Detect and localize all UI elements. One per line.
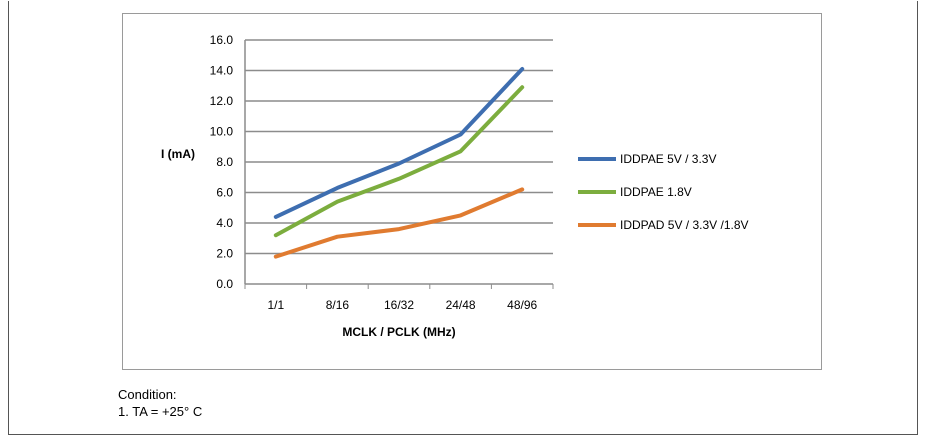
figure-frame <box>8 1 918 435</box>
x-tick-label: 16/32 <box>384 298 414 312</box>
series-line-1 <box>273 67 525 219</box>
x-axis-title: MCLK / PCLK (MHz) <box>342 325 455 339</box>
y-tick-label: 0.0 <box>216 277 233 291</box>
y-tick-label: 8.0 <box>216 155 233 169</box>
legend-label: IDDPAD 5V / 3.3V /1.8V <box>620 218 749 232</box>
y-tick-label: 4.0 <box>216 216 233 230</box>
y-tick-label: 6.0 <box>216 186 233 200</box>
y-tick-label: 12.0 <box>210 94 234 108</box>
legend-label: IDDPAE 5V / 3.3V <box>620 152 717 166</box>
legend: IDDPAE 5V / 3.3V IDDPAE 1.8V IDDPAD 5V / 3… <box>578 152 749 232</box>
y-tick-label: 16.0 <box>210 33 234 47</box>
line-chart: 0.02.04.06.08.010.012.014.016.0 1/1 8/16 1… <box>161 33 749 339</box>
y-axis-ticks: 0.0 2.0 4.0 6.0 8.0 10.0 12.0 14.0 16.0 <box>210 33 234 291</box>
condition-item: 1. TA = +25° C <box>118 404 203 419</box>
series-lines <box>273 67 525 259</box>
x-axis-ticks: 1/1 8/16 16/32 24/48 48/96 <box>267 298 537 312</box>
y-tick-label: 14.0 <box>210 64 234 78</box>
y-tick-label: 10.0 <box>210 125 234 139</box>
series-line-2 <box>273 85 525 238</box>
x-tick-label: 1/1 <box>267 298 284 312</box>
condition-heading: Condition: <box>118 387 177 402</box>
footnotes: Condition: 1. TA = +25° C <box>118 386 202 420</box>
y-tick-label: 2.0 <box>216 247 233 261</box>
chart-area: 0.0 2.0 4.0 6.0 8.0 10.0 12.0 14.0 16.0 1/1 8/16 1… <box>122 13 822 370</box>
x-tick-label: 48/96 <box>507 298 537 312</box>
x-tick-label: 24/48 <box>446 298 476 312</box>
legend-label: IDDPAE 1.8V <box>620 185 692 199</box>
y-axis-title: I (mA) <box>161 147 195 161</box>
x-tick-label: 8/16 <box>326 298 350 312</box>
